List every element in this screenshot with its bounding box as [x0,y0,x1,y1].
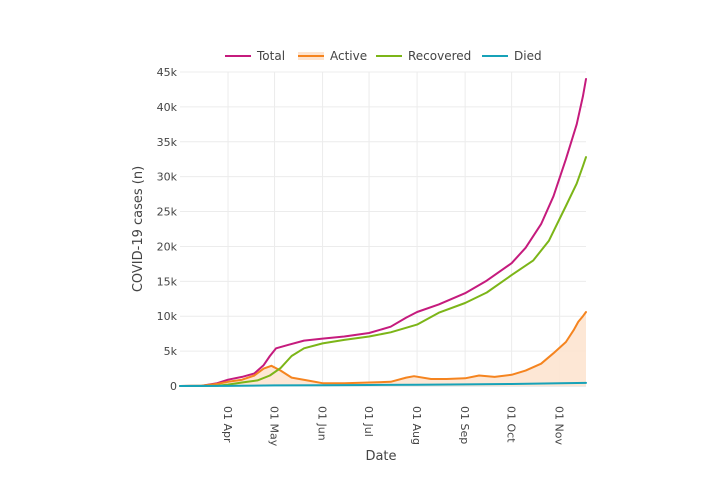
y-tick-label: 5k [164,345,178,358]
legend-label: Active [330,49,367,63]
series-layer [179,78,587,387]
series-line-active [179,311,587,387]
y-tick-label: 15k [157,275,178,288]
grid-layer [180,71,586,387]
legend-item-total[interactable]: Total [225,49,285,63]
series-area-active [180,312,586,386]
x-tick-label: 01 Sep [458,406,471,444]
y-tick-label: 30k [157,171,178,184]
y-tick-label: 25k [157,206,178,219]
x-tick-label: 01 Jul [362,406,375,437]
legend-item-recovered[interactable]: Recovered [376,49,471,63]
legend-item-active[interactable]: Active [298,49,367,63]
legend-item-died[interactable]: Died [482,49,542,63]
x-tick-label: 01 May [268,406,281,447]
y-tick-label: 20k [157,240,178,253]
y-tick-label: 35k [157,136,178,149]
y-tick-label: 0 [170,380,177,393]
series-line-recovered [179,156,587,387]
series-line-total [179,78,587,387]
y-tick-label: 10k [157,310,178,323]
legend-label: Died [514,49,542,63]
legend[interactable]: Total Active Recovered Died [225,49,542,63]
legend-label: Recovered [408,49,471,63]
x-tick-label: 01 Nov [553,406,566,445]
x-axis-title: Date [365,449,396,464]
y-tick-label: 40k [157,101,178,114]
y-axis-title: COVID-19 cases (n) [131,166,146,292]
y-tick-label: 45k [157,66,178,79]
legend-label: Total [256,49,285,63]
series-line-died [179,381,587,387]
x-tick-label: 01 Oct [505,406,518,443]
x-tick-label: 01 Apr [221,406,234,443]
x-tick-label: 01 Aug [410,406,423,445]
x-tick-label: 01 Jun [316,406,329,441]
axis-layer: 0 5k 10k 15k 20k 25k 30k 35k 40k 45k 01 Apr 01 May 0… [157,66,566,447]
